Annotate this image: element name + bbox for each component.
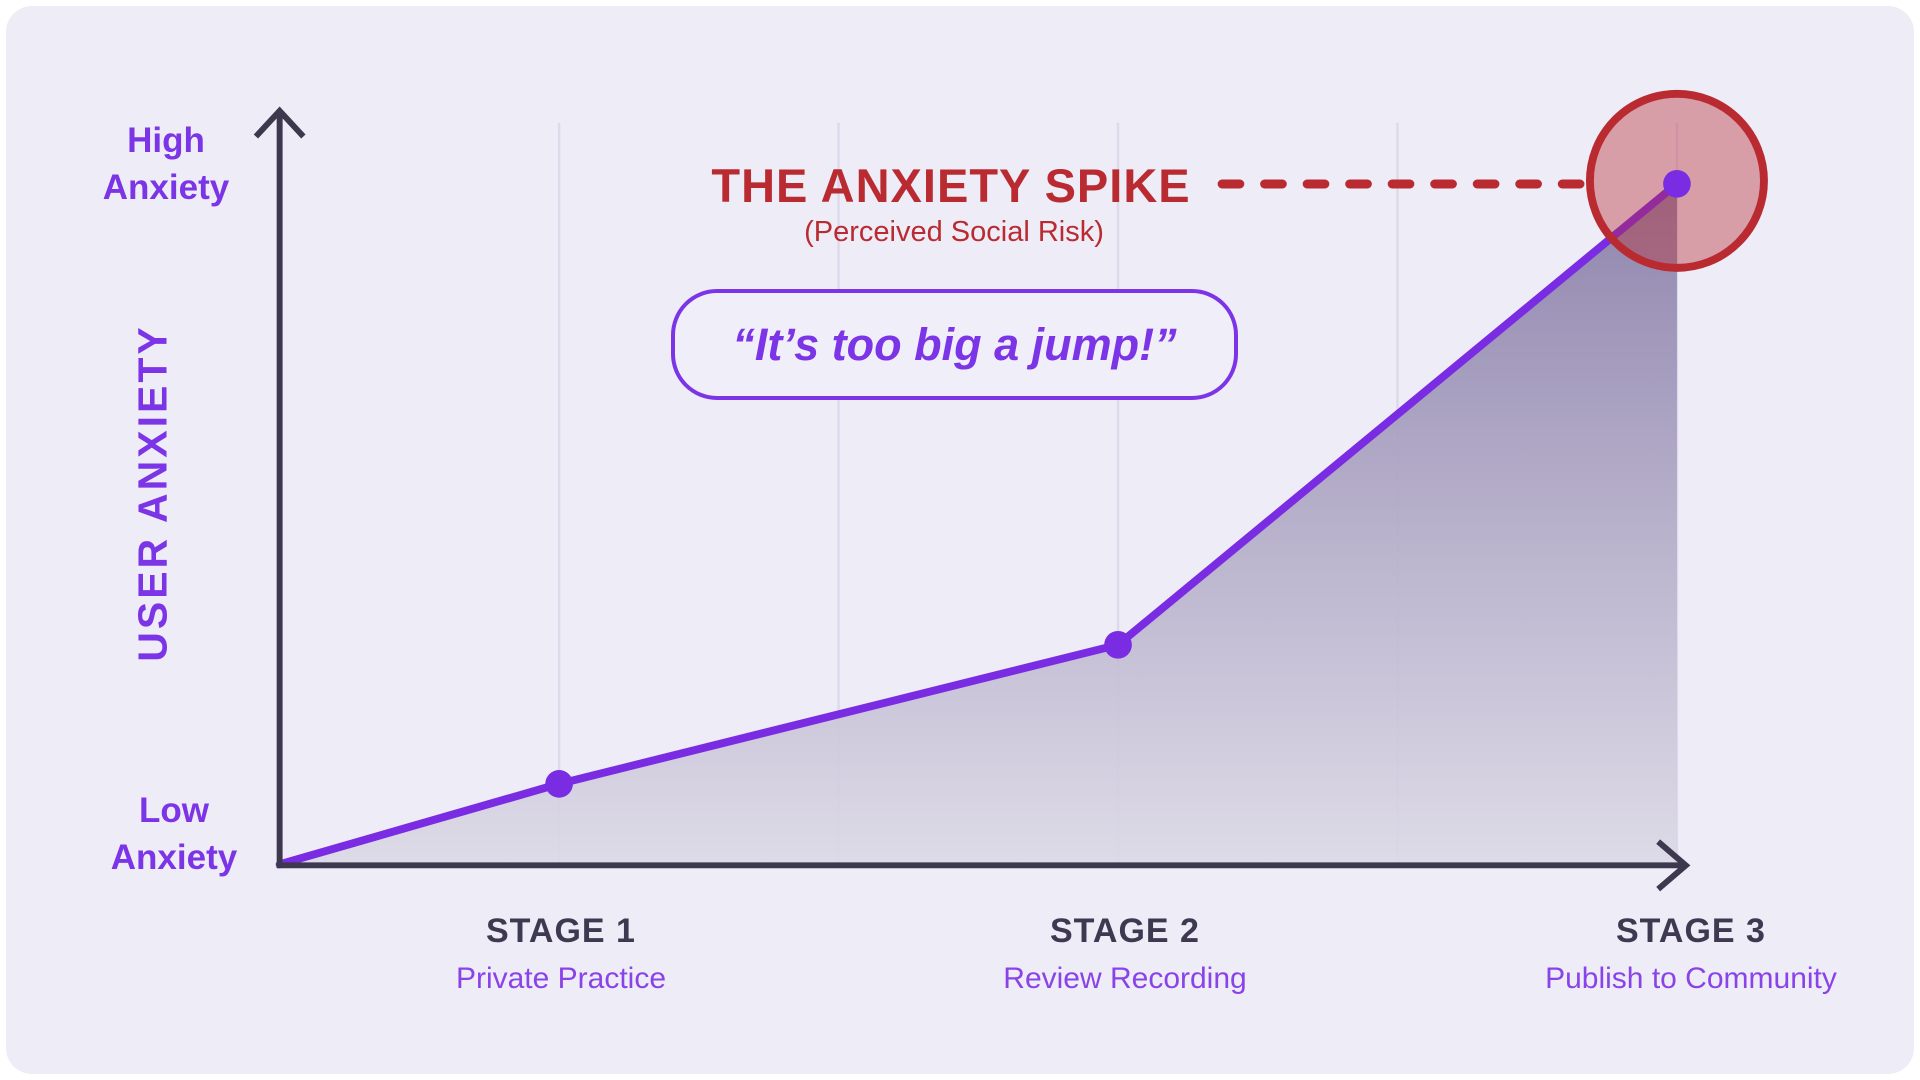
y-axis-arrowhead-icon	[253, 106, 306, 139]
x-axis-label-stage-1: STAGE 1 Private Practice	[456, 912, 666, 996]
y-axis-high-label: High Anxiety	[102, 121, 230, 207]
data-point	[545, 770, 573, 798]
data-point	[1663, 169, 1691, 198]
area-fill	[279, 183, 1677, 865]
stage-1-description: Private Practice	[455, 962, 667, 995]
y-axis-title: USER ANXIETY	[129, 324, 176, 662]
anxiety-line-chart	[253, 89, 1768, 892]
chart-title: THE ANXIETY SPIKE	[711, 159, 1191, 212]
stage-2-name: STAGE 2	[1050, 912, 1200, 950]
x-axis-label-stage-3: STAGE 3 Publish to Community	[1545, 912, 1837, 996]
x-axis-arrowhead-icon	[1656, 839, 1691, 892]
quote-bubble: “It’s too big a jump!”	[671, 289, 1238, 400]
stage-1-name: STAGE 1	[486, 912, 636, 950]
stage-2-description: Review Recording	[1003, 962, 1247, 995]
x-axis-label-stage-2: STAGE 2 Review Recording	[1003, 912, 1246, 996]
data-point	[1104, 630, 1132, 659]
chart-subtitle: (Perceived Social Risk)	[804, 216, 1104, 248]
anxiety-line	[275, 179, 1681, 869]
stage-3-description: Publish to Community	[1545, 962, 1837, 995]
chart-card: High Anxiety Low Anxiety USER ANXIETY TH…	[6, 6, 1914, 1074]
y-axis-low-label: Low Anxiety	[110, 791, 238, 877]
stage-3-name: STAGE 3	[1616, 912, 1766, 950]
quote-text: “It’s too big a jump!”	[732, 318, 1177, 370]
axes	[253, 106, 1691, 892]
